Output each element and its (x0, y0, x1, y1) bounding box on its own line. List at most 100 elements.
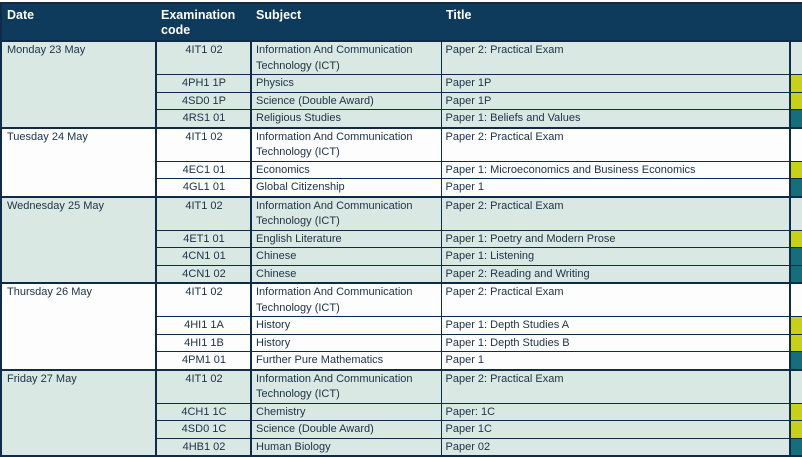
title-cell: Paper 02 (440, 437, 790, 456)
subject-cell: Further Pure Mathematics (250, 351, 441, 370)
highlight-cell-none (789, 368, 802, 403)
title-cell: Paper 2: Practical Exam (440, 368, 790, 403)
title-cell: Paper 1P (440, 91, 790, 110)
date-cell: Thursday 26 May (1, 282, 156, 370)
code-cell: 4ET1 01 (155, 229, 251, 248)
subject-cell: Chemistry (250, 402, 441, 421)
subject-cell: Information And Communication Technology… (250, 40, 441, 75)
highlight-cell-yellow (789, 91, 802, 110)
highlight-cell-teal (789, 178, 802, 197)
code-cell: 4HI1 1B (155, 333, 251, 352)
title-cell: Paper 1: Beliefs and Values (440, 109, 790, 128)
subject-cell: Information And Communication Technology… (250, 126, 441, 161)
exam-row: 4SD0 1C Science (Double Award) Paper 1C (1, 420, 802, 438)
title-cell: Paper: 1C (440, 402, 790, 421)
highlight-cell-teal (789, 109, 802, 128)
code-cell: 4IT1 02 (155, 368, 251, 403)
exam-row: 4EC1 01 Economics Paper 1: Microeconomics … (1, 160, 802, 179)
title-cell: Paper 1P (440, 74, 790, 92)
highlight-cell-teal (789, 351, 802, 370)
highlight-cell-yellow (789, 402, 802, 421)
highlight-cell-yellow (789, 420, 802, 438)
highlight-cell-yellow (789, 160, 802, 179)
highlight-cell-none (789, 195, 802, 230)
title-cell: Paper 2: Practical Exam (440, 40, 790, 75)
title-cell: Paper 1: Depth Studies B (440, 333, 790, 352)
title-cell: Paper 2: Practical Exam (440, 282, 790, 317)
subject-cell: Global Citizenship (250, 178, 441, 197)
subject-cell: Information And Communication Technology… (250, 282, 441, 317)
code-cell: 4CN1 01 (155, 247, 251, 265)
title-cell: Paper 2: Practical Exam (440, 195, 790, 230)
date-cell: Tuesday 24 May (1, 126, 156, 197)
title-cell: Paper 1: Microeconomics and Business Eco… (440, 160, 790, 179)
code-cell: 4SD0 1C (155, 420, 251, 438)
title-cell: Paper 1: Poetry and Modern Prose (440, 229, 790, 248)
exam-row: 4HI1 1A History Paper 1: Depth Studies A (1, 316, 802, 334)
header-subject: Subject (251, 3, 441, 41)
subject-cell: Chinese (250, 247, 441, 265)
highlight-cell-teal (789, 264, 802, 283)
exam-row: 4PH1 1P Physics Paper 1P (1, 74, 802, 92)
code-cell: 4PH1 1P (155, 74, 251, 92)
title-cell: Paper 1C (440, 420, 790, 438)
code-cell: 4IT1 02 (155, 195, 251, 230)
table-header: Date Examination code Subject Title (1, 3, 802, 41)
code-cell: 4IT1 02 (155, 40, 251, 75)
date-cell: Friday 27 May (1, 368, 156, 456)
code-cell: 4EC1 01 (155, 160, 251, 179)
title-cell: Paper 2: Reading and Writing (440, 264, 790, 283)
code-cell: 4SD0 1P (155, 91, 251, 110)
code-cell: 4CH1 1C (155, 402, 251, 421)
subject-cell: Information And Communication Technology… (250, 195, 441, 230)
highlight-cell-teal (789, 247, 802, 265)
title-cell: Paper 1: Listening (440, 247, 790, 265)
exam-row: 4GL1 01 Global Citizenship Paper 1 (1, 178, 802, 197)
exam-row: 4RS1 01 Religious Studies Paper 1: Beliefs… (1, 109, 802, 128)
exam-row: 4HI1 1B History Paper 1: Depth Studies B (1, 333, 802, 352)
highlight-cell-yellow (789, 229, 802, 248)
exam-row: Wednesday 25 May 4IT1 02 Information And C… (1, 195, 802, 283)
header-title: Title (441, 3, 790, 41)
table-body: Monday 23 May 4IT1 02 Information And Comm… (1, 40, 802, 456)
highlight-cell-none (789, 40, 802, 75)
exam-row: Friday 27 May 4IT1 02 Information And Comm… (1, 368, 802, 456)
code-cell: 4HB1 02 (155, 437, 251, 456)
title-cell: Paper 2: Practical Exam (440, 126, 790, 161)
exam-row: 4SD0 1P Science (Double Award) Paper 1P (1, 91, 802, 110)
subject-cell: Chinese (250, 264, 441, 283)
subject-cell: Information And Communication Technology… (250, 368, 441, 403)
subject-cell: Economics (250, 160, 441, 179)
subject-cell: Science (Double Award) (250, 91, 441, 110)
title-cell: Paper 1 (440, 178, 790, 197)
subject-cell: Religious Studies (250, 109, 441, 128)
header-highlight-column (790, 3, 802, 41)
exam-row: 4ET1 01 English Literature Paper 1: Poetry… (1, 229, 802, 248)
subject-cell: English Literature (250, 229, 441, 248)
highlight-cell-yellow (789, 74, 802, 92)
highlight-cell-teal (789, 437, 802, 456)
highlight-cell-yellow (789, 333, 802, 352)
exam-row: 4PM1 01 Further Pure Mathematics Paper 1 (1, 351, 802, 370)
subject-cell: Science (Double Award) (250, 420, 441, 438)
exam-row: Monday 23 May 4IT1 02 Information And Comm… (1, 40, 802, 128)
subject-cell: Physics (250, 74, 441, 92)
subject-cell: Human Biology (250, 437, 441, 456)
highlight-cell-none (789, 282, 802, 317)
exam-row: 4CH1 1C Chemistry Paper: 1C (1, 402, 802, 421)
exam-row: 4CN1 02 Chinese Paper 2: Reading and Writi… (1, 264, 802, 283)
date-cell: Wednesday 25 May (1, 195, 156, 283)
code-cell: 4IT1 02 (155, 126, 251, 161)
exam-row: Thursday 26 May 4IT1 02 Information And Co… (1, 282, 802, 370)
title-cell: Paper 1: Depth Studies A (440, 316, 790, 334)
highlight-cell-yellow (789, 316, 802, 334)
exam-row: Tuesday 24 May 4IT1 02 Information And Com… (1, 126, 802, 197)
code-cell: 4CN1 02 (155, 264, 251, 283)
date-cell: Monday 23 May (1, 40, 156, 128)
code-cell: 4RS1 01 (155, 109, 251, 128)
subject-cell: History (250, 333, 441, 352)
highlight-cell-none (789, 126, 802, 161)
code-cell: 4HI1 1A (155, 316, 251, 334)
